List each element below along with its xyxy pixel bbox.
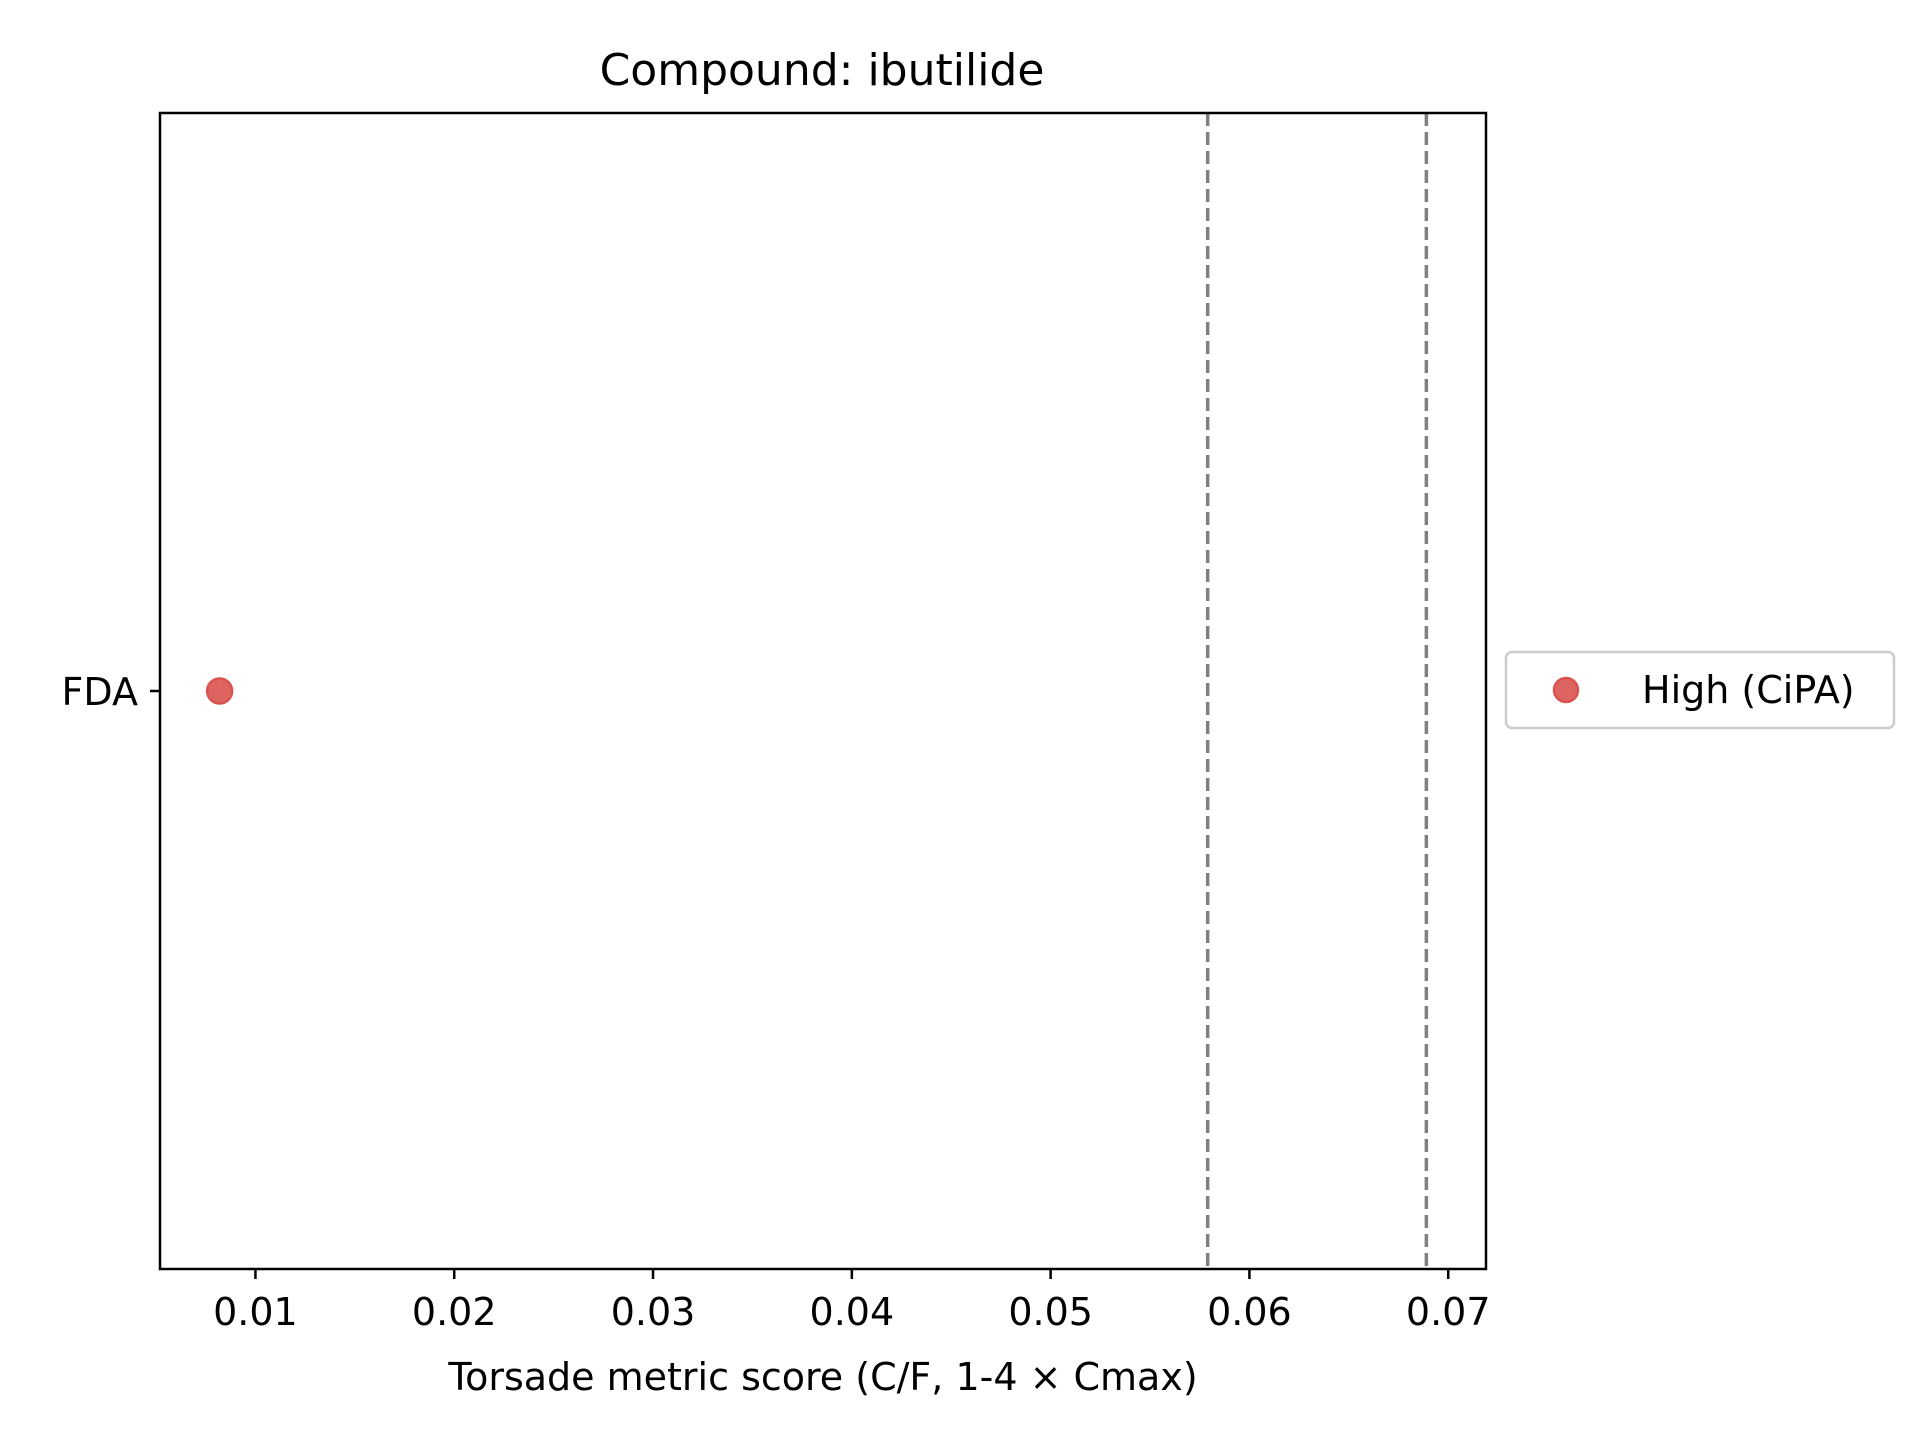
legend-box (1504, 650, 1896, 730)
legend: High (CiPA) (1504, 650, 1896, 730)
y-axis-ticks: FDA (62, 670, 160, 714)
x-tick-label: 0.02 (412, 1290, 497, 1334)
data-point (205, 677, 234, 705)
data-points (205, 677, 234, 705)
y-tick-label: FDA (62, 670, 138, 714)
reference-lines (1205, 113, 1429, 1269)
legend-marker (1552, 676, 1580, 704)
x-tick-label: 0.03 (611, 1290, 696, 1334)
x-axis-ticks: 0.01 0.02 0.03 0.04 0.05 0.06 0.07 (213, 1269, 1491, 1334)
chart-title: Compound: ibutilide (600, 45, 1045, 96)
x-tick-label: 0.07 (1406, 1290, 1491, 1334)
x-tick-label: 0.06 (1207, 1290, 1292, 1334)
x-axis-label: Torsade metric score (C/F, 1-4 × Cmax) (447, 1355, 1197, 1399)
x-tick-label: 0.04 (810, 1290, 895, 1334)
x-tick-label: 0.05 (1008, 1290, 1093, 1334)
legend-label: High (CiPA) (1642, 668, 1855, 712)
x-tick-label: 0.01 (213, 1290, 298, 1334)
